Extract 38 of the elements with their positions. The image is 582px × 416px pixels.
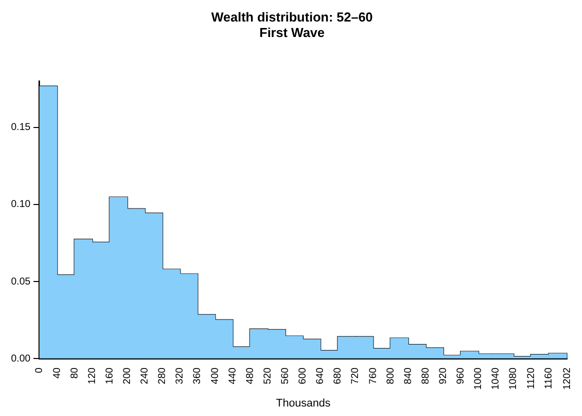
chart-subtitle: First Wave <box>259 24 325 40</box>
x-tick-label: 960 <box>456 367 467 384</box>
x-tick-label: 440 <box>227 367 238 384</box>
x-tick-label: 640 <box>315 367 326 384</box>
x-tick-label: 1160 <box>543 367 554 390</box>
x-tick-label: 520 <box>262 367 274 384</box>
x-axis-title: Thousands <box>276 397 331 410</box>
x-tick-label: 480 <box>244 367 256 384</box>
x-tick-label: 1000 <box>473 367 484 390</box>
x-tick-label: 800 <box>385 367 396 384</box>
x-tick-label: 320 <box>174 367 186 384</box>
chart-title: Wealth distribution: 52–60 <box>211 9 373 24</box>
x-tick-label: 680 <box>332 367 344 384</box>
x-tick-label: 1202 <box>562 367 573 390</box>
x-tick-label: 720 <box>350 367 362 384</box>
x-tick-label: 200 <box>122 367 133 384</box>
y-tick-label: 0.10 <box>10 199 31 210</box>
y-tick-label: 0.05 <box>10 276 31 288</box>
x-tick-label: 1120 <box>526 367 537 390</box>
x-tick-label: 0 <box>34 367 46 374</box>
x-tick-label: 560 <box>280 367 291 384</box>
x-tick-label: 80 <box>69 367 80 379</box>
x-tick-label: 840 <box>402 367 414 384</box>
y-tick-label: 0.00 <box>10 353 31 364</box>
x-tick-label: 40 <box>52 367 63 379</box>
x-tick-label: 400 <box>210 367 221 384</box>
x-tick-label: 1080 <box>508 367 520 390</box>
x-tick-label: 760 <box>368 367 379 384</box>
x-tick-label: 880 <box>420 367 432 384</box>
y-tick-label: 0.15 <box>10 122 31 134</box>
x-tick-label: 280 <box>157 367 168 384</box>
x-tick-label: 600 <box>298 367 309 384</box>
x-tick-label: 1040 <box>490 367 502 390</box>
x-tick-label: 240 <box>140 367 151 384</box>
x-tick-label: 360 <box>192 367 204 384</box>
x-tick-label: 920 <box>438 367 449 384</box>
x-tick-label: 160 <box>104 367 116 384</box>
x-tick-label: 120 <box>86 367 98 384</box>
